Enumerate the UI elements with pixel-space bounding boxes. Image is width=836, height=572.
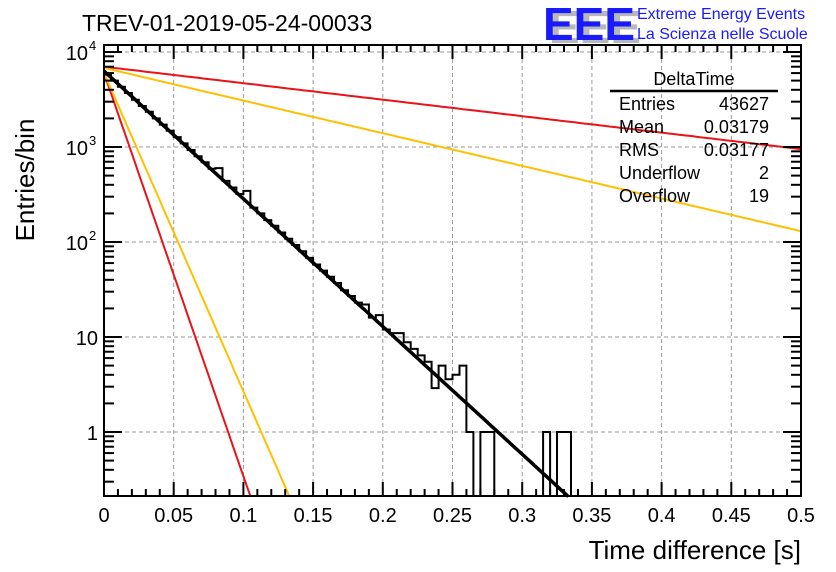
x-tick-label: 0.15 — [294, 505, 333, 527]
y-tick-exponent: 4 — [89, 38, 96, 53]
y-tick-label: 10 — [66, 43, 88, 65]
stats-label: Entries — [619, 94, 675, 114]
y-tick-label: 10 — [66, 233, 88, 255]
logo-letters: EEE — [543, 0, 635, 50]
curves — [103, 65, 802, 497]
stats-title: DeltaTime — [653, 69, 734, 89]
fit-curve — [102, 69, 569, 498]
x-tick-label: 0.45 — [712, 505, 751, 527]
axes: 0 0.05 0.1 0.15 0.2 0.25 0.3 0.35 0.4 0.45 0.510 41… — [66, 38, 815, 527]
curve-fit — [102, 69, 569, 498]
stats-label: RMS — [619, 140, 659, 160]
curve-red-steep — [103, 72, 252, 497]
grid — [104, 45, 801, 496]
stats-box: DeltaTime Entries 43627 Mean 0.03179 RMS 0.03… — [610, 69, 778, 206]
stats-value: 0.03177 — [704, 140, 769, 160]
y-axis-title: Entries/bin — [10, 119, 40, 242]
x-tick-label: 0.25 — [433, 505, 472, 527]
curve-red-shallow — [103, 65, 802, 151]
x-tick-label: 0.05 — [154, 505, 193, 527]
y-tick-label: 10 — [66, 138, 88, 160]
x-tick-label: 0.3 — [508, 505, 536, 527]
logo-line-1: Extreme Energy Events — [637, 6, 805, 23]
y-tick-exponent: 2 — [89, 228, 96, 243]
stats-value: 19 — [749, 186, 769, 206]
curve-yellow-steep — [103, 72, 291, 497]
logo-line-2: La Scienza nelle Scuole — [637, 26, 808, 43]
stats-label: Mean — [619, 117, 664, 137]
x-tick-label: 0 — [98, 505, 109, 527]
x-axis-title: Time difference [s] — [589, 535, 801, 565]
y-tick-label: 1 — [87, 423, 98, 445]
x-tick-label: 0.2 — [369, 505, 397, 527]
curve-yellow-shallow — [103, 66, 802, 233]
stats-label: Overflow — [619, 186, 691, 206]
x-tick-label: 0.5 — [787, 505, 815, 527]
stats-value: 43627 — [719, 94, 769, 114]
x-tick-label: 0.35 — [572, 505, 611, 527]
y-tick-label: 10 — [76, 328, 98, 350]
eee-logo: EEE EEE Extreme Energy Events La Scienza… — [543, 0, 808, 53]
stats-label: Underflow — [619, 163, 701, 183]
y-tick-exponent: 3 — [89, 133, 96, 148]
chart-title: TREV-01-2019-05-24-00033 — [82, 10, 372, 36]
x-tick-label: 0.1 — [229, 505, 257, 527]
x-tick-label: 0.4 — [648, 505, 676, 527]
stats-value: 0.03179 — [704, 117, 769, 137]
stats-value: 2 — [759, 163, 769, 183]
